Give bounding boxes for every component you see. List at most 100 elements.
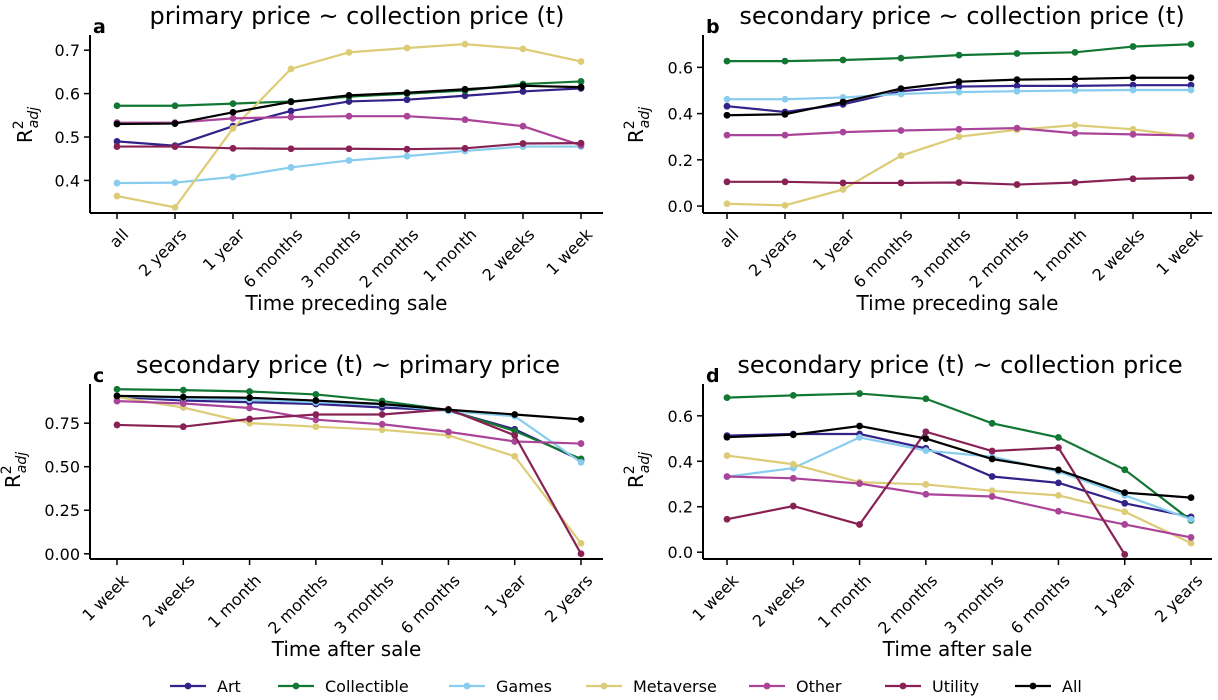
data-point [1013, 181, 1021, 188]
data-point [511, 411, 519, 418]
x-tick-label: 1 week [1152, 224, 1206, 278]
data-point [922, 447, 930, 454]
x-tick-label: 3 months [941, 571, 1008, 638]
data-point [1121, 508, 1129, 516]
legend-label: Art [217, 677, 241, 696]
x-tick-label: 2 years [745, 225, 800, 280]
data-point [897, 127, 905, 134]
data-point [378, 411, 386, 418]
x-tick-label: 2 months [355, 225, 422, 292]
x-tick-label: 6 months [397, 571, 464, 638]
series-all [113, 82, 585, 128]
x-tick-label: 2 years [1151, 571, 1206, 626]
data-point [781, 201, 789, 209]
x-tick-label: 1 week [688, 570, 742, 624]
data-point [1187, 40, 1195, 48]
data-point [229, 144, 237, 152]
data-point [287, 145, 295, 153]
x-tick-label: 1 week [78, 570, 132, 624]
legend-marker [184, 682, 192, 690]
legend: Art Collectible Games Metaverse Other Utility… [170, 677, 1082, 696]
data-point [287, 65, 295, 73]
data-point [1129, 131, 1137, 138]
series-utility [113, 139, 585, 153]
data-point [1055, 479, 1062, 487]
data-point [113, 192, 121, 200]
data-point [723, 515, 731, 523]
y-tick-label: 0.6 [668, 58, 693, 77]
panel-letter: a [93, 16, 106, 38]
data-point [1013, 50, 1021, 57]
data-point [781, 110, 789, 118]
panel-d: 0.0 0.2 0.4 0.6 1 week 2 weeks 1 month 2 months… [622, 351, 1212, 661]
data-point [897, 54, 905, 62]
x-tick-label: 2 months [965, 225, 1032, 292]
series-utility [723, 428, 1129, 558]
y-axis-label: R2adj [622, 452, 653, 488]
x-tick-label: 2 years [135, 225, 190, 280]
series-line [726, 454, 1192, 545]
data-point [789, 460, 797, 468]
data-point [988, 455, 996, 463]
data-point [839, 179, 847, 187]
x-tick-label: 2 months [874, 571, 941, 638]
x-tick-label: 1 year [1091, 571, 1141, 621]
data-point [577, 440, 585, 447]
series-metaverse [723, 452, 1195, 547]
panel-letter: c [93, 365, 104, 387]
data-point [345, 112, 353, 120]
data-point [723, 111, 731, 119]
legend-item-other: Other [749, 677, 842, 696]
x-tick-label: all [716, 225, 743, 252]
legend-item-games: Games [449, 677, 552, 696]
data-point [897, 179, 905, 187]
data-point [781, 57, 789, 65]
data-point [378, 426, 386, 434]
x-axis-label: Time after sale [271, 637, 422, 661]
series-all [723, 74, 1195, 119]
data-point [577, 78, 585, 85]
chart-title: secondary price (t) ~ collection price [737, 351, 1182, 379]
y-tick-label: 0.2 [668, 151, 693, 170]
series-other [723, 124, 1195, 139]
data-point [113, 143, 121, 150]
x-tick-label: 3 months [907, 225, 974, 292]
data-point [1129, 86, 1137, 94]
y-tick-label: 0.75 [44, 414, 80, 433]
data-point [171, 179, 179, 187]
data-point [461, 116, 469, 124]
data-point [1013, 82, 1021, 90]
data-point [1013, 76, 1021, 84]
data-point [519, 140, 527, 147]
data-point [856, 480, 863, 487]
data-point [461, 40, 469, 48]
data-point [577, 139, 585, 147]
data-point [246, 415, 253, 423]
data-point [955, 83, 963, 90]
data-point [229, 108, 237, 116]
data-point [577, 415, 585, 423]
data-point [312, 416, 320, 424]
x-tick-label: 1 month [204, 571, 265, 632]
legend-marker [763, 682, 771, 690]
data-point [1055, 434, 1062, 441]
y-tick-label: 0.0 [668, 197, 693, 216]
y-tick-label: 0.7 [55, 41, 80, 60]
series-utility [723, 174, 1195, 188]
x-tick-label: 6 months [239, 225, 306, 292]
y-tick-label: 0.4 [668, 452, 693, 471]
legend-marker [463, 682, 471, 690]
x-tick-label: 1 month [1029, 225, 1090, 286]
data-point [113, 102, 121, 110]
y-tick-label: 0.4 [55, 171, 80, 190]
legend-marker [292, 682, 300, 690]
data-point [445, 428, 452, 436]
series-line [116, 399, 582, 445]
data-point [403, 96, 411, 104]
data-point [345, 157, 353, 164]
data-point [1129, 175, 1137, 183]
chart-title: primary price ~ collection price (t) [150, 2, 565, 30]
data-point [511, 452, 519, 460]
